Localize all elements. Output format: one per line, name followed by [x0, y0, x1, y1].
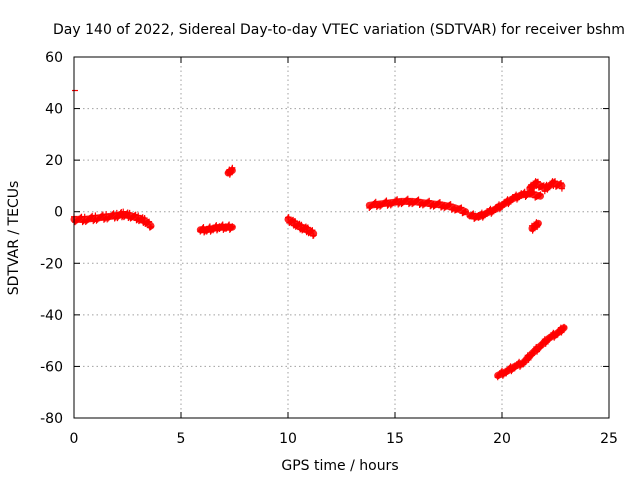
y-tick-label: -40 [40, 308, 63, 324]
x-tick-label: 20 [493, 431, 511, 447]
y-tick-label: -80 [40, 411, 63, 427]
x-tick-label: 15 [386, 431, 404, 447]
x-tick-label: 25 [600, 431, 618, 447]
chart-title: Day 140 of 2022, Sidereal Day-to-day VTE… [53, 22, 625, 38]
data-points [70, 89, 568, 381]
plot-frame [73, 56, 610, 419]
y-tick-label: -20 [40, 256, 63, 272]
y-tick-label: -60 [40, 359, 63, 375]
y-tick-label: 40 [45, 102, 63, 118]
y-tick-label: 20 [45, 153, 63, 169]
x-axis-label: GPS time / hours [281, 458, 398, 474]
x-tick-label: 10 [279, 431, 297, 447]
y-tick-label: 0 [54, 205, 63, 221]
y-axis-label: SDTVAR / TECUs [6, 181, 22, 296]
y-tick-label: 60 [45, 50, 63, 66]
x-tick-label: 0 [70, 431, 79, 447]
x-tick-label: 5 [177, 431, 186, 447]
axis-ticks: 0 5 10 15 20 25 -80 -60 -40 -20 0 20 40 60 [40, 50, 618, 447]
